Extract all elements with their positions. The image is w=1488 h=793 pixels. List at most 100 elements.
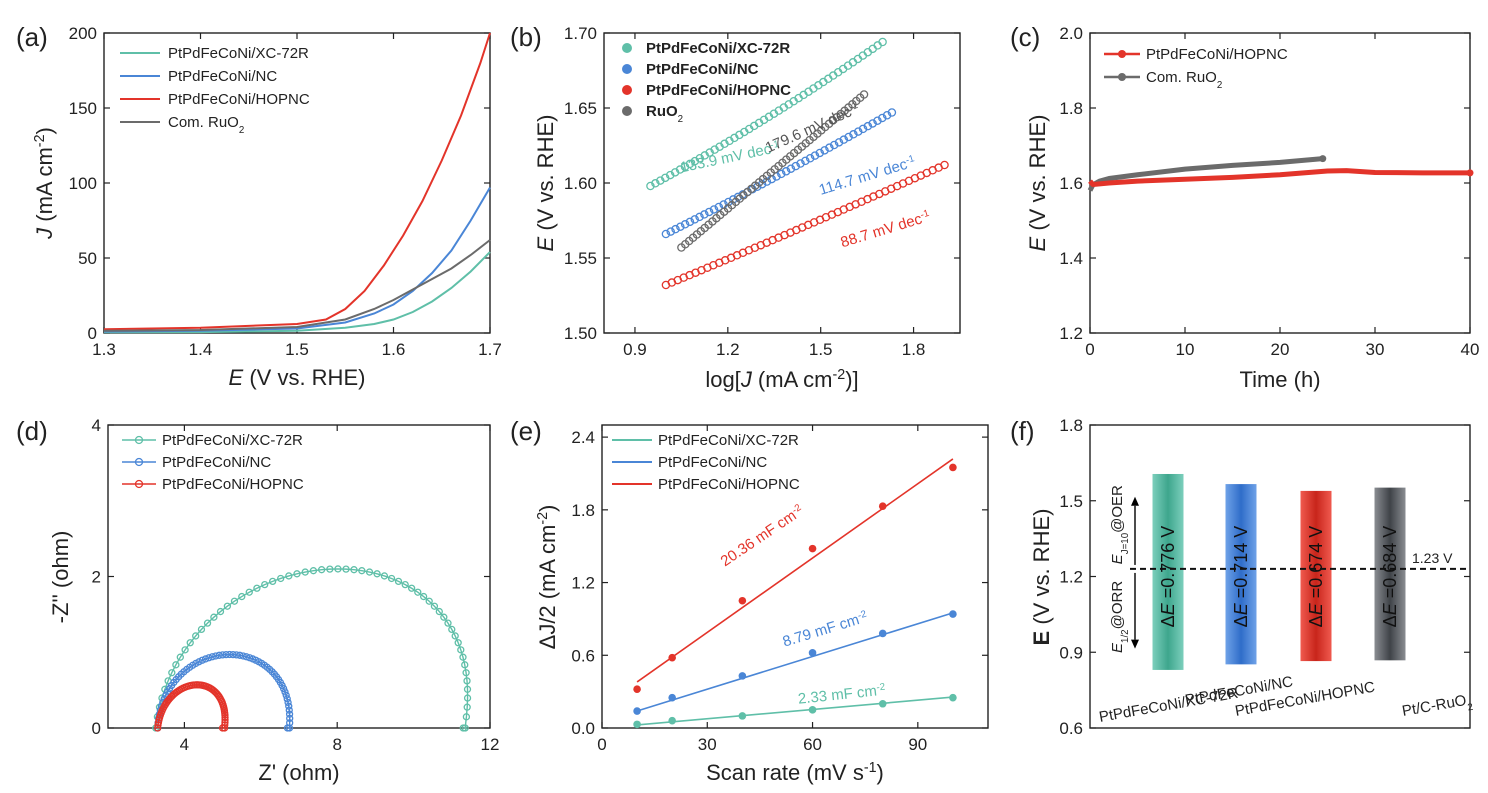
data-point xyxy=(448,625,456,634)
data-point xyxy=(168,669,176,677)
data-point xyxy=(212,652,220,660)
legend-label: PtPdFeCoNi/HOPNC xyxy=(1146,46,1288,63)
x-axis-label: Z' (ohm) xyxy=(258,760,339,785)
data-point xyxy=(309,567,318,575)
data-point xyxy=(277,574,285,583)
data-point xyxy=(269,577,277,586)
data-point xyxy=(285,572,293,580)
data-point xyxy=(878,699,887,708)
data-point xyxy=(810,151,820,160)
series-line xyxy=(1088,168,1470,187)
data-point xyxy=(738,672,747,680)
y-tick-label: 2.0 xyxy=(1059,24,1083,43)
bar-value-label: ΔE =0.714 V xyxy=(1231,526,1251,628)
data-point xyxy=(949,693,957,702)
data-point xyxy=(808,649,817,657)
x-tick-label: 1.7 xyxy=(478,340,502,359)
data-point xyxy=(459,653,467,661)
bar xyxy=(1152,473,1184,670)
y-tick-label: 50 xyxy=(78,249,97,268)
legend-label: PtPdFeCoNi/HOPNC xyxy=(168,91,310,108)
data-point xyxy=(878,37,887,47)
data-point xyxy=(463,703,471,711)
data-point xyxy=(208,653,216,661)
data-point xyxy=(350,566,358,574)
y-tick-label: 1.4 xyxy=(1059,249,1083,268)
data-point xyxy=(666,227,675,236)
panel-a: 1.3 1.4 1.5 1.6 1.7 0 50 100 150 200 (a) PtPdFeCoNi… xyxy=(16,22,502,390)
data-point xyxy=(796,159,805,168)
x-tick-label: 1.5 xyxy=(285,340,309,359)
data-point xyxy=(326,565,334,573)
data-point xyxy=(216,607,225,616)
category-label: Pt/C-RuO2 xyxy=(1401,691,1474,724)
data-point xyxy=(461,661,469,669)
data-point xyxy=(714,202,724,212)
legend-label: RuO2 xyxy=(646,103,683,125)
legend-label: PtPdFeCoNi/NC xyxy=(168,68,277,85)
data-point xyxy=(425,597,433,605)
y-tick-label: 100 xyxy=(69,174,97,193)
data-point xyxy=(834,138,844,147)
legend-label: PtPdFeCoNi/XC-72R xyxy=(646,40,790,57)
x-tick-label: 1.4 xyxy=(189,340,213,359)
data-point xyxy=(680,220,690,229)
y-axis-label: E (V vs. RHE) xyxy=(533,115,558,252)
legend-label: PtPdFeCoNi/XC-72R xyxy=(162,432,303,449)
data-point xyxy=(222,650,230,659)
data-point xyxy=(282,691,290,699)
series-line xyxy=(103,251,491,334)
x-tick-label: 40 xyxy=(1461,340,1480,359)
bar-value-label: ΔE =0.674 V xyxy=(1306,526,1326,628)
y-tick-label: 1.8 xyxy=(1059,99,1083,118)
data-point xyxy=(690,215,700,224)
data-point xyxy=(198,656,206,664)
series-line xyxy=(103,239,491,332)
y-tick-label: 1.8 xyxy=(1059,416,1083,435)
data-point xyxy=(454,639,462,647)
panel-label: (e) xyxy=(510,416,542,446)
orr-label: E1/2@ORR xyxy=(1109,581,1131,653)
data-point xyxy=(633,685,641,694)
x-tick-label: 1.3 xyxy=(92,340,116,359)
data-point xyxy=(285,706,293,714)
x-axis-label: E (V vs. RHE) xyxy=(229,365,366,390)
data-point xyxy=(878,502,887,511)
y-tick-label: 150 xyxy=(69,99,97,118)
panel-label: (c) xyxy=(1010,22,1040,52)
panel-b: 0.9 1.2 1.5 1.8 1.50 1.55 1.60 1.65 1.70 (b) PtPdF… xyxy=(510,22,961,392)
legend-label: PtPdFeCoNi/NC xyxy=(646,61,759,78)
data-point xyxy=(285,702,293,710)
data-point xyxy=(205,654,213,662)
data-point xyxy=(949,463,957,472)
data-point xyxy=(829,140,839,150)
x-tick-label: 1.2 xyxy=(716,340,740,359)
data-point xyxy=(859,90,869,99)
y-tick-label: 0.9 xyxy=(1059,643,1083,662)
panel-f: 0.6 0.9 1.2 1.5 1.8 (f) ΔE =0.776 V ΔE =0.714 V… xyxy=(1010,416,1474,738)
panel-c: 0 10 20 30 40 1.2 1.4 1.6 1.8 2.0 (c) PtPdFeCoNi/HO… xyxy=(1010,22,1479,392)
data-point xyxy=(462,669,470,677)
legend-marker xyxy=(134,457,144,467)
data-point xyxy=(873,116,882,125)
data-point xyxy=(805,153,815,163)
data-point xyxy=(232,651,241,659)
data-point xyxy=(457,646,465,654)
data-point xyxy=(218,724,227,732)
y-tick-label: 2 xyxy=(92,568,101,587)
legend-label: PtPdFeCoNi/NC xyxy=(658,454,767,471)
x-tick-label: 90 xyxy=(908,735,927,754)
data-point xyxy=(878,113,887,123)
data-point xyxy=(808,706,817,714)
data-point xyxy=(463,694,472,702)
y-tick-label: 1.60 xyxy=(564,174,597,193)
data-point xyxy=(820,146,829,155)
data-point xyxy=(253,584,261,592)
data-point xyxy=(365,568,374,576)
data-point xyxy=(238,592,246,601)
data-point xyxy=(839,135,849,144)
data-point xyxy=(777,169,786,179)
data-point xyxy=(887,108,897,117)
data-point xyxy=(358,567,366,575)
reference-label: 1.23 V xyxy=(1412,550,1453,566)
